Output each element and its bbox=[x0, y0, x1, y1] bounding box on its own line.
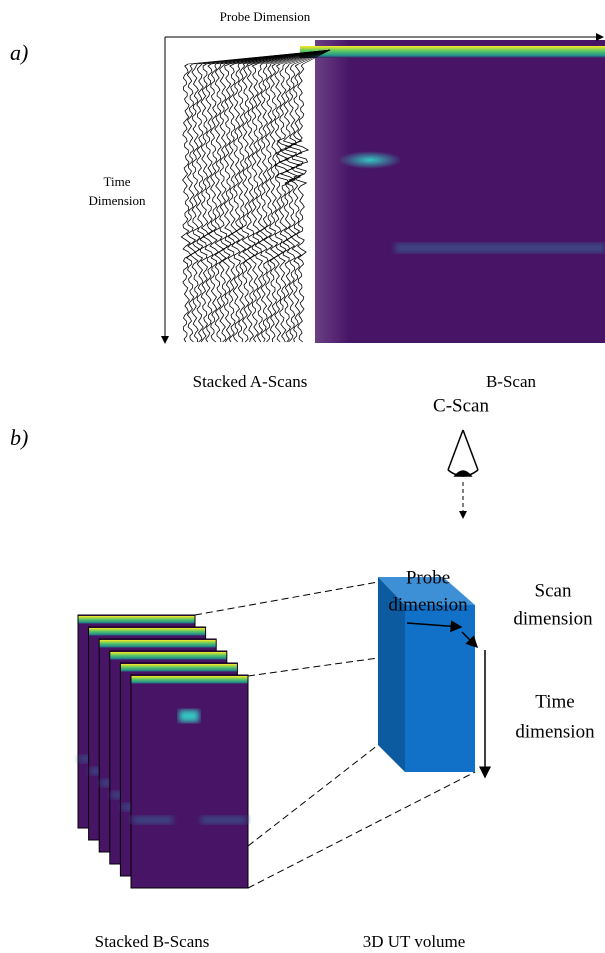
caption: 3D UT volume bbox=[363, 932, 466, 951]
slice-surface bbox=[132, 676, 248, 684]
view-label: C-Scan bbox=[433, 395, 489, 416]
slice-surface bbox=[89, 628, 205, 636]
axis-label: Time bbox=[104, 174, 131, 189]
eye-icon bbox=[448, 430, 478, 476]
axis-label: Dimension bbox=[88, 193, 146, 208]
surface-echo bbox=[300, 46, 605, 58]
panel-a: a) Probe Dimension Time Dimension Stacke… bbox=[10, 9, 605, 391]
slice-surface bbox=[79, 616, 195, 624]
slice-surface bbox=[121, 664, 237, 672]
figure: a) Probe Dimension Time Dimension Stacke… bbox=[0, 0, 605, 953]
dimension-label: dimension bbox=[513, 608, 593, 629]
slice-defect bbox=[179, 710, 199, 722]
caption: Stacked B-Scans bbox=[95, 932, 210, 951]
caption: Stacked A-Scans bbox=[193, 372, 308, 391]
dimension-label: Scan bbox=[535, 580, 572, 601]
dimension-label: dimension bbox=[388, 594, 468, 615]
b-scan-stack bbox=[78, 615, 248, 888]
panel-b: b) C-Scan Probe dimension Scan dimension… bbox=[10, 395, 595, 951]
box-front bbox=[405, 605, 475, 772]
panel-tag: b) bbox=[10, 425, 28, 450]
defect-echo bbox=[338, 151, 402, 169]
slice-surface bbox=[110, 652, 226, 660]
slice-surface bbox=[100, 640, 216, 648]
slice-band bbox=[201, 816, 246, 824]
dimension-label: Time bbox=[535, 691, 574, 712]
axis-label: Probe Dimension bbox=[220, 9, 311, 24]
slice-band bbox=[133, 816, 173, 824]
dimension-label: Probe bbox=[406, 567, 450, 588]
dimension-label: dimension bbox=[515, 721, 595, 742]
caption: B-Scan bbox=[486, 372, 537, 391]
panel-tag: a) bbox=[10, 40, 28, 65]
b-scan-slice bbox=[131, 675, 248, 888]
back-echo bbox=[395, 243, 605, 253]
